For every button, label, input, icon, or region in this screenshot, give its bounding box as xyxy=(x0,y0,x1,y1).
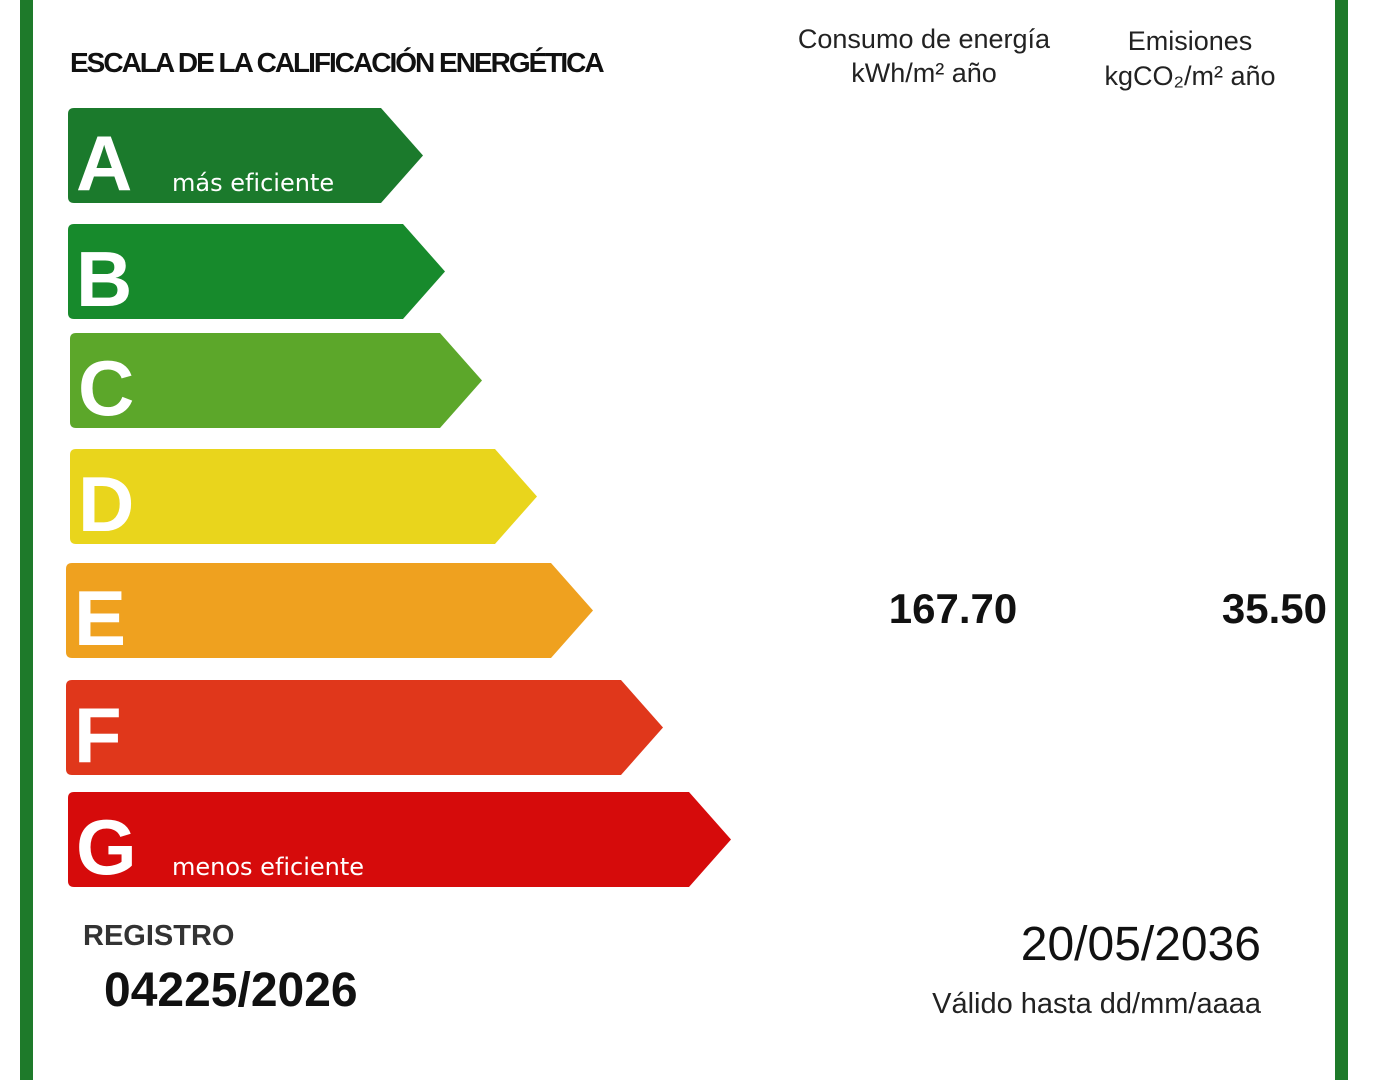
grade-arrow xyxy=(70,449,537,544)
grade-letter: F xyxy=(74,691,122,779)
emissions-label: Emisiones xyxy=(1128,26,1253,56)
grade-arrow xyxy=(70,333,482,428)
grade-arrow xyxy=(68,792,731,887)
grade-note: menos eficiente xyxy=(172,853,364,881)
emissions-value: 35.50 xyxy=(1222,585,1327,632)
consumption-value: 167.70 xyxy=(889,585,1017,632)
grade-letter: D xyxy=(78,460,134,548)
grade-arrow xyxy=(66,680,663,775)
validity-label: Válido hasta dd/mm/aaaa xyxy=(932,988,1262,1020)
title: ESCALA DE LA CALIFICACIÓN ENERGÉTICA xyxy=(70,47,604,78)
emissions-unit: kgCO₂/m² año xyxy=(1104,61,1275,91)
grade-arrow xyxy=(68,224,445,319)
grade-letter: G xyxy=(76,803,137,891)
grade-arrow xyxy=(66,563,593,658)
grade-letter: E xyxy=(74,574,126,662)
registry-label: REGISTRO xyxy=(83,920,234,952)
validity-date: 20/05/2036 xyxy=(1021,918,1261,971)
grade-arrow xyxy=(68,108,423,203)
grade-letter: A xyxy=(76,119,132,207)
border-right xyxy=(1335,0,1348,1080)
border-left xyxy=(20,0,33,1080)
grade-note: más eficiente xyxy=(172,169,334,197)
registry-number: 04225/2026 xyxy=(104,964,358,1017)
consumption-unit: kWh/m² año xyxy=(851,58,997,88)
grade-letter: C xyxy=(78,344,134,432)
grade-letter: B xyxy=(76,235,132,323)
consumption-label: Consumo de energía xyxy=(798,24,1051,54)
